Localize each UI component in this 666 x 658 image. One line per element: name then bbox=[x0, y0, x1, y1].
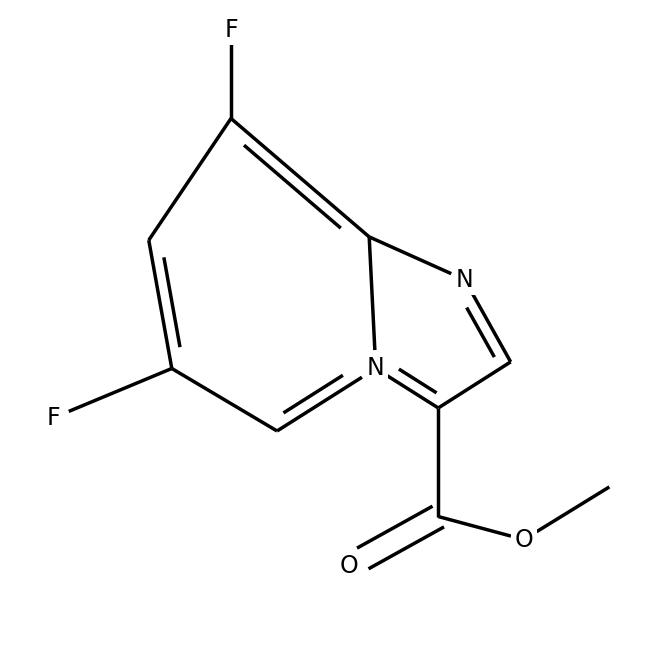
Text: F: F bbox=[47, 406, 60, 430]
Text: N: N bbox=[367, 357, 385, 380]
Text: F: F bbox=[224, 18, 238, 41]
Text: O: O bbox=[340, 554, 359, 578]
Text: O: O bbox=[514, 528, 533, 551]
Text: N: N bbox=[456, 268, 474, 291]
